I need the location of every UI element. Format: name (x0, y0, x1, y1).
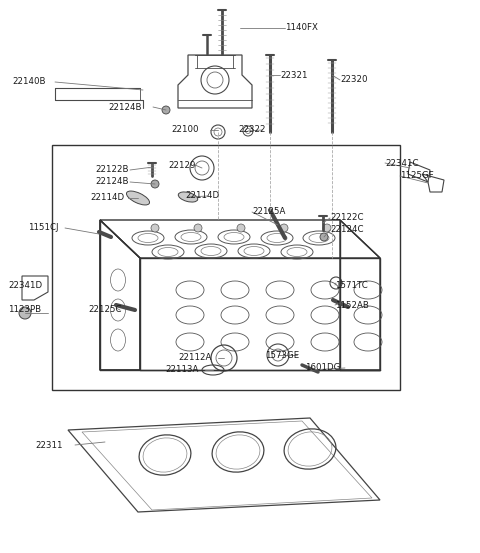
Text: 22322: 22322 (238, 126, 265, 134)
Text: 22122B: 22122B (95, 165, 129, 175)
Text: 22320: 22320 (340, 76, 368, 85)
Text: 22341D: 22341D (8, 280, 42, 290)
Text: 22113A: 22113A (165, 366, 198, 374)
Text: 22125A: 22125A (252, 207, 286, 217)
Text: 22124C: 22124C (330, 226, 363, 234)
Ellipse shape (178, 192, 198, 202)
Circle shape (194, 224, 202, 232)
Text: 22122C: 22122C (330, 213, 363, 222)
Circle shape (151, 224, 159, 232)
Text: 22114D: 22114D (90, 194, 124, 202)
Ellipse shape (126, 191, 150, 205)
Text: 22341C: 22341C (385, 159, 419, 168)
Text: 1152AB: 1152AB (335, 300, 369, 310)
Circle shape (320, 233, 328, 241)
Text: 1123PB: 1123PB (8, 305, 41, 315)
Text: 22125C: 22125C (88, 305, 121, 315)
Text: 1601DG: 1601DG (305, 363, 340, 373)
Text: 22112A: 22112A (178, 353, 211, 363)
Text: 22114D: 22114D (185, 191, 219, 201)
Circle shape (280, 224, 288, 232)
Circle shape (19, 307, 31, 319)
Circle shape (323, 224, 331, 232)
Text: 1571TC: 1571TC (335, 280, 368, 290)
Circle shape (162, 106, 170, 114)
Text: 1125GF: 1125GF (400, 171, 434, 180)
Text: 22321: 22321 (280, 70, 308, 80)
Text: 22140B: 22140B (12, 77, 46, 86)
Text: 1573GE: 1573GE (265, 351, 299, 359)
Circle shape (151, 180, 159, 188)
Text: 22124B: 22124B (108, 102, 142, 112)
Text: 1140FX: 1140FX (285, 23, 318, 33)
Text: 1151CJ: 1151CJ (28, 223, 59, 232)
Text: 22100: 22100 (171, 126, 199, 134)
Text: 22129: 22129 (168, 160, 195, 170)
Text: 22311: 22311 (35, 441, 62, 450)
Circle shape (237, 224, 245, 232)
Text: 22124B: 22124B (95, 178, 129, 186)
